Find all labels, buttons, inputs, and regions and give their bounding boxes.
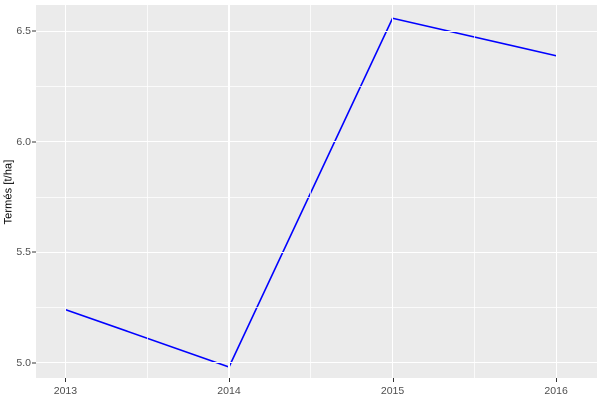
x-tick-mark	[228, 378, 230, 382]
y-tick-mark	[32, 251, 36, 253]
y-axis-title-text: Termés [t/ha]	[2, 159, 15, 224]
gridline-minor-vertical	[146, 5, 148, 378]
plot-panel	[36, 5, 597, 378]
gridline-major-vertical	[555, 5, 557, 378]
y-tick-mark	[32, 141, 36, 143]
gridline-major-horizontal	[36, 251, 597, 253]
x-tick-label: 2014	[217, 385, 241, 397]
x-tick-mark	[65, 378, 67, 382]
x-tick-mark	[392, 378, 394, 382]
gridline-minor-horizontal	[36, 86, 597, 87]
y-tick-label: 6.0	[16, 135, 31, 148]
gridline-major-horizontal	[36, 141, 597, 143]
gridline-minor-horizontal	[36, 307, 597, 308]
x-tick-mark	[556, 378, 558, 382]
gridline-major-vertical	[228, 5, 230, 378]
y-tick-label: 6.5	[16, 25, 31, 38]
gridline-minor-vertical	[474, 5, 475, 378]
y-tick-label: 5.0	[16, 356, 31, 369]
x-tick-label: 2015	[380, 385, 405, 397]
x-axis: 2013 2014 2015 2016	[0, 378, 600, 400]
y-tick-mark	[32, 362, 36, 364]
y-axis: 5.0 5.5 6.0 6.5	[16, 0, 36, 400]
data-line-series	[65, 17, 557, 368]
gridline-major-horizontal	[36, 30, 597, 33]
x-tick-label: 2016	[544, 385, 568, 397]
x-tick-label: 2013	[53, 385, 78, 397]
gridline-major-vertical	[392, 5, 394, 378]
gridline-minor-horizontal	[36, 196, 597, 198]
y-tick-mark	[32, 30, 36, 32]
y-tick-label: 5.5	[16, 246, 31, 259]
y-axis-title: Termés [t/ha]	[0, 0, 16, 383]
gridline-major-vertical	[64, 5, 66, 378]
gridline-minor-vertical	[310, 5, 312, 378]
gridline-major-horizontal	[36, 362, 597, 364]
